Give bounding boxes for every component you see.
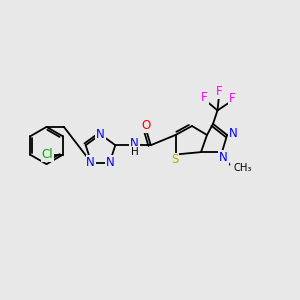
Text: N: N — [219, 151, 228, 164]
Text: S: S — [171, 153, 178, 167]
Text: O: O — [141, 119, 150, 133]
Text: N: N — [130, 137, 139, 151]
Text: N: N — [96, 128, 105, 141]
Text: N: N — [106, 156, 115, 169]
Text: CH₃: CH₃ — [233, 163, 251, 173]
Text: N: N — [229, 127, 238, 140]
Text: F: F — [216, 85, 223, 98]
Text: F: F — [229, 92, 236, 105]
Text: F: F — [201, 91, 208, 104]
Text: N: N — [86, 156, 95, 169]
Text: H: H — [131, 147, 138, 157]
Text: Cl: Cl — [41, 148, 53, 161]
